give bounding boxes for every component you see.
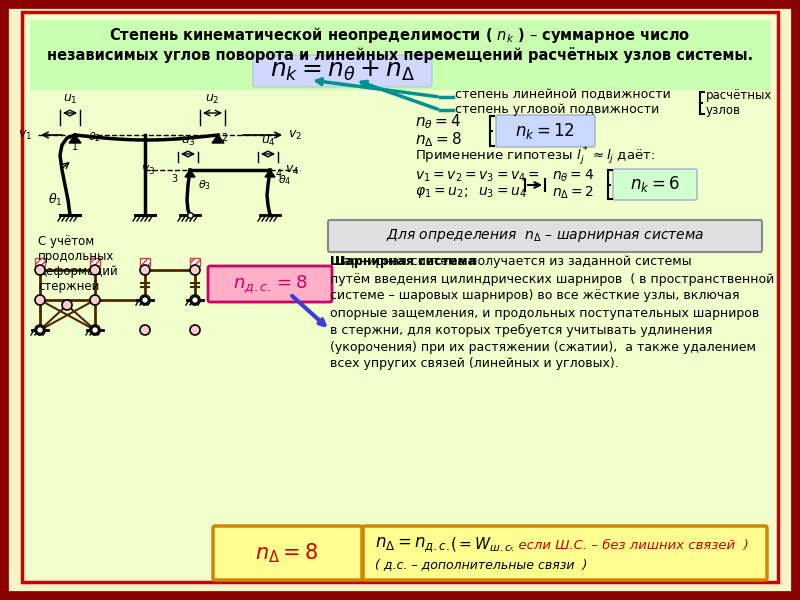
Text: Шарнирная система: Шарнирная система: [330, 256, 476, 269]
Text: $n_\Delta = n_{д.с.}$: $n_\Delta = n_{д.с.}$: [375, 536, 450, 554]
Text: $\theta_3$: $\theta_3$: [198, 178, 211, 192]
Text: $n_k = n_\theta + n_\Delta$: $n_k = n_\theta + n_\Delta$: [270, 59, 414, 83]
FancyBboxPatch shape: [253, 55, 432, 87]
Text: $4$: $4$: [275, 167, 282, 179]
FancyBboxPatch shape: [496, 115, 595, 147]
Circle shape: [62, 300, 72, 310]
FancyBboxPatch shape: [328, 220, 762, 252]
Text: путём введения цилиндрических шарниров  ( в пространственной: путём введения цилиндрических шарниров (…: [330, 272, 774, 286]
Text: опорные защемления, и продольных поступательных шарниров: опорные защемления, и продольных поступа…: [330, 307, 759, 319]
Text: $u_1$: $u_1$: [62, 93, 78, 106]
Circle shape: [190, 325, 200, 335]
Bar: [90, 258, 100, 266]
Text: $n_\theta = 4$: $n_\theta = 4$: [415, 113, 461, 131]
Text: $\theta_4$: $\theta_4$: [278, 173, 291, 187]
Text: $n_{д.с.} = 8$: $n_{д.с.} = 8$: [233, 273, 307, 295]
Circle shape: [140, 325, 150, 335]
Circle shape: [190, 295, 200, 305]
Bar: [35, 258, 45, 266]
Text: Применение гипотезы $l_j^*\approx l_j$ даёт:: Применение гипотезы $l_j^*\approx l_j$ д…: [415, 146, 655, 168]
Circle shape: [90, 325, 100, 335]
Text: $v_1 = v_2 = v_3 = v_4=$: $v_1 = v_2 = v_3 = v_4=$: [415, 170, 540, 184]
Text: Шарнирная система получается из заданной системы: Шарнирная система получается из заданной…: [330, 256, 692, 269]
Text: степень линейной подвижности: степень линейной подвижности: [455, 88, 670, 101]
Text: $n_\theta = 4$: $n_\theta = 4$: [552, 168, 594, 184]
Text: $3$: $3$: [171, 172, 178, 184]
Circle shape: [190, 265, 200, 275]
Text: независимых углов поворота и линейных перемещений расчётных узлов системы.: независимых углов поворота и линейных пе…: [47, 47, 753, 63]
FancyBboxPatch shape: [208, 266, 332, 302]
Circle shape: [140, 265, 150, 275]
Text: $n_k = 6$: $n_k = 6$: [630, 174, 680, 194]
Text: $n_k = 12$: $n_k = 12$: [515, 121, 575, 141]
Polygon shape: [212, 135, 224, 143]
Circle shape: [90, 295, 100, 305]
Text: $\theta_1$: $\theta_1$: [48, 192, 62, 208]
Polygon shape: [185, 170, 195, 177]
Text: Степень кинематической неопределимости ( $n_k$ ) – суммарное число: Степень кинематической неопределимости (…: [110, 25, 690, 45]
Text: (укорочения) при их растяжении (сжатии),  а также удалением: (укорочения) при их растяжении (сжатии),…: [330, 340, 756, 353]
Circle shape: [35, 265, 45, 275]
Text: $1$: $1$: [71, 140, 78, 152]
Text: $\theta_2$: $\theta_2$: [88, 130, 101, 144]
Circle shape: [140, 295, 150, 305]
Text: , если Ш.С. – без лишних связей  ): , если Ш.С. – без лишних связей ): [510, 539, 749, 551]
Text: системе – шаровых шарниров) во все жёсткие узлы, включая: системе – шаровых шарниров) во все жёстк…: [330, 289, 739, 302]
Text: С учётом
продольных
деформаций
стержней: С учётом продольных деформаций стержней: [38, 235, 118, 293]
Text: $v_3$: $v_3$: [141, 163, 155, 176]
Text: в стержни, для которых требуется учитывать удлинения: в стержни, для которых требуется учитыва…: [330, 323, 712, 337]
Text: $u_2$: $u_2$: [205, 93, 219, 106]
Circle shape: [37, 326, 43, 334]
Text: $n_\Delta = 2$: $n_\Delta = 2$: [552, 185, 594, 201]
Text: $v_2$: $v_2$: [288, 128, 302, 142]
Text: всех упругих связей (линейных и угловых).: всех упругих связей (линейных и угловых)…: [330, 358, 618, 370]
Polygon shape: [69, 135, 81, 143]
Circle shape: [91, 326, 98, 334]
FancyBboxPatch shape: [363, 526, 767, 580]
Circle shape: [35, 295, 45, 305]
Circle shape: [90, 265, 100, 275]
Text: $v_4$: $v_4$: [285, 163, 299, 176]
Bar: [140, 258, 150, 266]
Circle shape: [191, 296, 198, 304]
FancyBboxPatch shape: [22, 12, 778, 582]
Bar: [190, 258, 200, 266]
Polygon shape: [265, 170, 275, 177]
Text: $v_1$: $v_1$: [18, 128, 32, 142]
Circle shape: [35, 325, 45, 335]
Text: Для определения  $n_\Delta$ – шарнирная система: Для определения $n_\Delta$ – шарнирная с…: [386, 227, 704, 245]
Text: степень угловой подвижности: степень угловой подвижности: [455, 103, 659, 115]
Text: $u_3$: $u_3$: [181, 135, 195, 148]
Text: $( = W_{ш.с.}$: $( = W_{ш.с.}$: [450, 536, 515, 554]
Text: $2$: $2$: [222, 131, 229, 143]
FancyBboxPatch shape: [4, 4, 796, 596]
FancyBboxPatch shape: [30, 20, 770, 90]
Text: ( д.с. – дополнительные связи  ): ( д.с. – дополнительные связи ): [375, 559, 587, 571]
FancyBboxPatch shape: [613, 169, 697, 200]
Text: $u_4$: $u_4$: [261, 135, 275, 148]
FancyBboxPatch shape: [213, 526, 362, 580]
Circle shape: [142, 296, 149, 304]
Text: $\varphi_1 = u_2;\;\; u_3 = u_4$: $\varphi_1 = u_2;\;\; u_3 = u_4$: [415, 185, 526, 200]
Text: $n_\Delta = 8$: $n_\Delta = 8$: [415, 131, 462, 149]
Text: расчётных
узлов: расчётных узлов: [706, 89, 772, 117]
Text: $n_\Delta = 8$: $n_\Delta = 8$: [255, 541, 318, 565]
